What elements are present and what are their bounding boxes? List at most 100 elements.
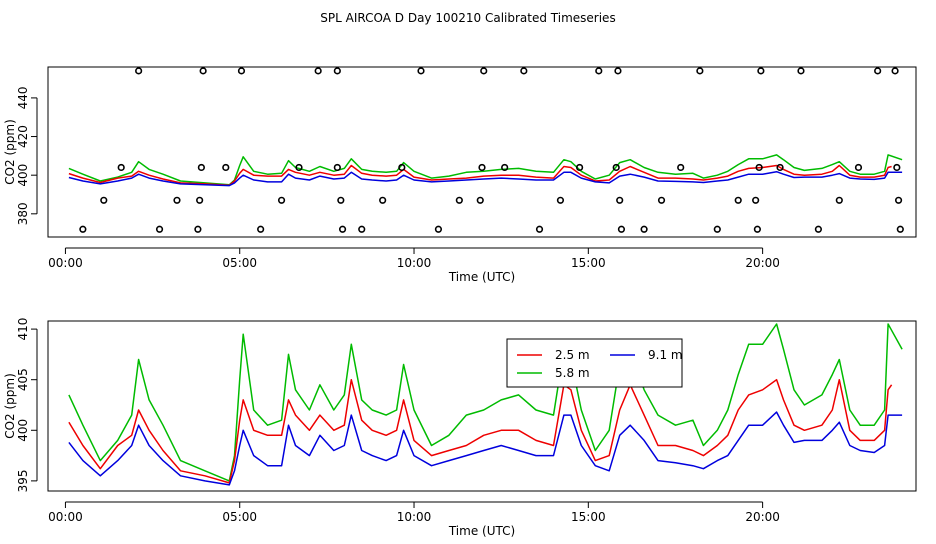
calibration-marker [455, 196, 463, 204]
calibration-marker [753, 225, 761, 233]
y-axis-label: CO2 (ppm) [3, 119, 17, 185]
legend-box [506, 338, 683, 388]
calibration-marker [196, 196, 204, 204]
calibration-marker [520, 67, 528, 75]
x-axis-label: Time (UTC) [448, 270, 515, 284]
calibration-marker [696, 67, 704, 75]
series-line-5-8-m [68, 323, 903, 482]
calibration-marker [79, 225, 87, 233]
calibration-marker [480, 67, 488, 75]
calibration-marker [874, 67, 882, 75]
x-tick-label: 00:00 [48, 256, 83, 270]
y-tick-label: 400 [16, 419, 30, 442]
calibration-marker [155, 225, 164, 233]
calibration-marker [894, 196, 903, 204]
plot-frame [47, 320, 917, 492]
x-tick-label: 15:00 [571, 510, 606, 524]
calibration-marker [398, 163, 406, 172]
calibration-marker [854, 163, 863, 172]
x-tick-label: 20:00 [745, 256, 780, 270]
calibration-marker [337, 196, 345, 204]
calibration-marker [752, 196, 760, 204]
calibration-marker [640, 225, 648, 233]
calibration-marker [277, 196, 286, 204]
y-tick-label: 395 [16, 469, 30, 492]
calibration-marker [677, 163, 685, 172]
x-axis-label: Time (UTC) [448, 524, 515, 538]
calibration-marker [616, 196, 624, 204]
calibration-marker [835, 196, 843, 204]
main-title: SPL AIRCOA D Day 100210 Calibrated Times… [320, 11, 615, 25]
calibration-marker [333, 163, 341, 172]
calibration-marker [713, 225, 721, 233]
panel-top: 00:00 05:00 10:00 15:00 20:00 380 400 420 440 Ti… [3, 66, 917, 284]
x-tick-label: 10:00 [397, 256, 432, 270]
calibration-marker [358, 225, 366, 233]
calibration-marker [657, 196, 666, 204]
series-line-2-5-m [68, 378, 893, 484]
y-tick-label: 440 [16, 86, 30, 109]
plot-frame [47, 66, 917, 238]
calibration-marker [896, 225, 904, 233]
calibration-marker [338, 225, 347, 233]
calibration-marker [755, 163, 763, 172]
calibration-marker [576, 163, 584, 172]
calibration-marker [199, 67, 207, 75]
calibration-marker [237, 67, 246, 75]
calibration-marker [501, 163, 509, 172]
y-tick-label: 380 [16, 202, 30, 225]
y-tick-label: 400 [16, 164, 30, 187]
legend-label: 9.1 m [648, 348, 683, 362]
series-line-9-1-m [68, 411, 903, 486]
calibration-marker [612, 163, 620, 172]
calibration-marker [417, 67, 425, 75]
x-tick-label: 05:00 [222, 510, 257, 524]
calibration-marker [222, 163, 230, 172]
calibration-marker [814, 225, 822, 233]
calibration-marker [617, 225, 626, 233]
legend-label: 2.5 m [555, 348, 590, 362]
calibration-marker [257, 225, 265, 233]
series-line-5-8-m [68, 154, 903, 186]
series-line-9-1-m [68, 170, 903, 187]
calibration-marker [595, 67, 603, 75]
y-tick-label: 420 [16, 125, 30, 148]
calibration-marker [314, 67, 322, 75]
calibration-marker [333, 67, 341, 75]
x-tick-label: 20:00 [745, 510, 780, 524]
calibration-marker [295, 163, 303, 172]
x-tick-label: 10:00 [397, 510, 432, 524]
calibration-marker [797, 67, 805, 75]
calibration-marker [776, 163, 784, 172]
calibration-marker [173, 196, 181, 204]
calibration-marker [734, 196, 742, 204]
calibration-marker [476, 196, 484, 204]
calibration-marker [556, 196, 565, 204]
calibration-marker [535, 225, 544, 233]
y-tick-label: 410 [16, 318, 30, 341]
y-tick-label: 405 [16, 368, 30, 391]
calibration-marker [893, 163, 901, 172]
x-tick-label: 05:00 [222, 256, 257, 270]
legend: 2.5 m 9.1 m 5.8 m [506, 338, 683, 388]
panel-bottom: 00:00 05:00 10:00 15:00 20:00 395 400 405 410 2.… [3, 318, 917, 538]
calibration-marker [434, 225, 443, 233]
series-group [68, 67, 904, 233]
calibration-marker [478, 163, 486, 172]
y-axis-label: CO2 (ppm) [3, 373, 17, 439]
x-tick-label: 00:00 [48, 510, 83, 524]
calibration-marker [100, 196, 108, 204]
x-tick-label: 15:00 [571, 256, 606, 270]
axis-ticks: 00:00 05:00 10:00 15:00 20:00 380 400 420 440 [16, 86, 780, 270]
calibration-marker [379, 196, 387, 204]
legend-label: 5.8 m [555, 366, 590, 380]
axis-ticks: 00:00 05:00 10:00 15:00 20:00 395 400 405 410 [16, 318, 780, 524]
calibration-marker [891, 67, 899, 75]
calibration-marker [135, 67, 143, 75]
calibration-marker [194, 225, 202, 233]
series-group [68, 323, 903, 486]
calibration-marker [197, 163, 205, 172]
calibration-marker [614, 67, 622, 75]
calibration-marker [117, 163, 125, 172]
